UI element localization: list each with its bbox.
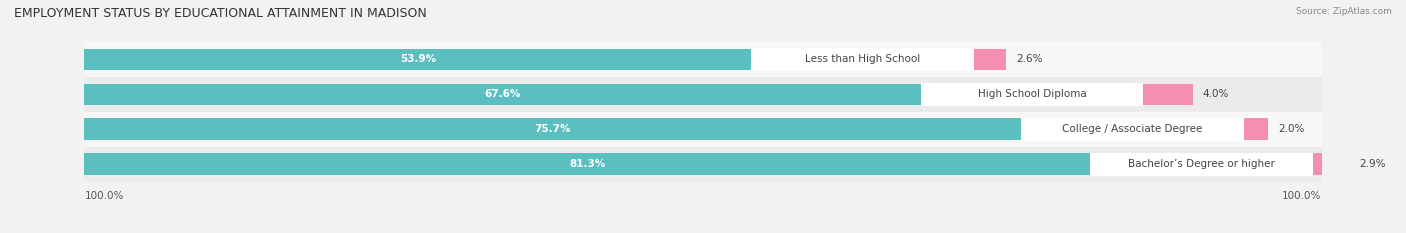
Bar [84,147,1322,182]
Text: EMPLOYMENT STATUS BY EDUCATIONAL ATTAINMENT IN MADISON: EMPLOYMENT STATUS BY EDUCATIONAL ATTAINM… [14,7,427,20]
Bar [751,48,974,71]
Text: High School Diploma: High School Diploma [977,89,1087,99]
Text: Source: ZipAtlas.com: Source: ZipAtlas.com [1296,7,1392,16]
Bar [1143,84,1192,105]
Bar [921,83,1143,106]
Text: 75.7%: 75.7% [534,124,571,134]
Text: 53.9%: 53.9% [399,55,436,64]
Text: 100.0%: 100.0% [84,191,124,201]
Text: Bachelor’s Degree or higher: Bachelor’s Degree or higher [1128,159,1275,169]
Text: 2.0%: 2.0% [1278,124,1305,134]
Text: 81.3%: 81.3% [569,159,606,169]
Text: 2.6%: 2.6% [1017,55,1042,64]
Bar [1090,153,1313,176]
Text: 100.0%: 100.0% [1282,191,1322,201]
Bar [1313,154,1348,175]
Bar [84,77,1322,112]
Bar [84,112,1322,147]
Bar [84,49,751,70]
Text: College / Associate Degree: College / Associate Degree [1062,124,1202,134]
Bar [1021,118,1244,141]
Text: 67.6%: 67.6% [485,89,520,99]
Bar [84,42,1322,77]
Text: 4.0%: 4.0% [1204,89,1229,99]
Text: 2.9%: 2.9% [1358,159,1385,169]
Bar [974,49,1007,70]
Bar [84,154,1090,175]
Bar [1244,118,1268,140]
Bar [84,118,1021,140]
Text: Less than High School: Less than High School [806,55,921,64]
Bar [84,84,921,105]
